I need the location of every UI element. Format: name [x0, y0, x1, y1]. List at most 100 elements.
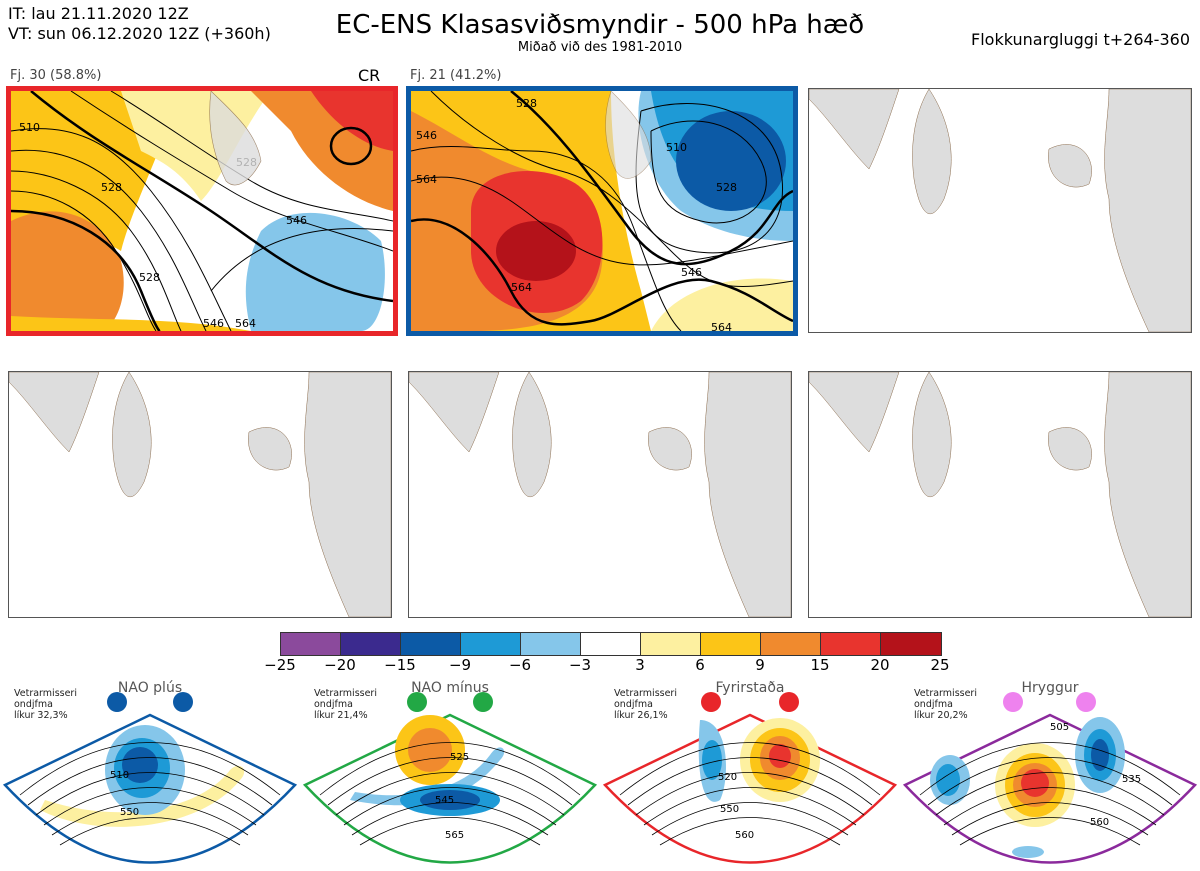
colorbar-label: −3 [568, 656, 592, 674]
regime-contour-label: 535 [1122, 774, 1141, 785]
page-subtitle: Miðað við des 1981-2010 [517, 40, 683, 55]
regime-marker-dot [701, 692, 721, 712]
regime-nao-plus: NAO plús Vetrarmisseri ondjfma líkur 32,… [0, 680, 300, 871]
note-line: ondjfma [14, 699, 53, 710]
colorbar-swatch [641, 633, 701, 655]
panel-2-contour-label: 546 [681, 266, 702, 279]
colorbar-label: −6 [508, 656, 532, 674]
panel-2-contour-label: 510 [666, 141, 687, 154]
cluster-map-2: 528 546 564 510 528 546 564 564 [411, 91, 793, 331]
colorbar-swatch [701, 633, 761, 655]
panel-2-contour-label: 528 [716, 181, 737, 194]
colorbar-swatch [581, 633, 641, 655]
empty-panel-5 [408, 371, 792, 618]
colorbar-label: −25 [264, 656, 296, 674]
panel-1-tag: CR [358, 66, 381, 85]
panel-1-contour-label: 546 [203, 317, 224, 330]
regime-name: NAO plús [117, 680, 183, 696]
note-line: líkur 26,1% [614, 710, 668, 721]
colorbar-swatch [521, 633, 581, 655]
colorbar-label: 9 [755, 656, 765, 674]
colorbar-label: 20 [870, 656, 890, 674]
regime-map: 525 545 565 [302, 713, 598, 864]
panel-2-contour-label: 564 [511, 281, 532, 294]
note-line: Vetrarmisseri [314, 688, 377, 699]
note-line: líkur 32,3% [14, 710, 68, 721]
regime-contour-label: 525 [450, 752, 469, 763]
empty-map-4 [9, 372, 391, 617]
panel-1-contour-label: 528 [101, 181, 122, 194]
valid-time: VT: sun 06.12.2020 12Z (+360h) [8, 24, 271, 43]
regime-map: 505 535 560 [902, 713, 1198, 864]
colorbar-label: −9 [448, 656, 472, 674]
empty-map-5 [409, 372, 791, 617]
cluster-map-1: 510 528 528 528 546 546 564 [11, 91, 393, 331]
colorbar-swatch [461, 633, 521, 655]
note-line: Vetrarmisseri [614, 688, 677, 699]
regime-contour-label: 510 [110, 770, 129, 781]
regime-note: Vetrarmisseri ondjfma líkur 32,3% [14, 688, 77, 721]
classification-window: Flokkunargluggi t+264-360 [971, 30, 1190, 49]
colorbar-label: 25 [930, 656, 950, 674]
empty-map-6 [809, 372, 1191, 617]
header-info: IT: lau 21.11.2020 12Z VT: sun 06.12.202… [8, 4, 271, 44]
colorbar-label: 3 [635, 656, 645, 674]
note-line: líkur 20,2% [914, 710, 968, 721]
regime-hryggur: Hryggur Vetrarmisseri ondjfma líkur 20,2… [900, 680, 1200, 871]
empty-panel-6 [808, 371, 1192, 618]
panel-1-title: Fj. 30 (58.8%) [10, 68, 102, 83]
regime-marker-dot [779, 692, 799, 712]
panel-2-contour-label: 546 [416, 129, 437, 142]
cluster-panel-1: 510 528 528 528 546 546 564 [6, 86, 398, 336]
empty-panel-3 [808, 88, 1192, 333]
panel-2-contour-label: 564 [711, 321, 732, 331]
panel-2-title: Fj. 21 (41.2%) [410, 68, 502, 83]
regime-marker-dot [173, 692, 193, 712]
colorbar-label: −20 [324, 656, 356, 674]
page-title: EC-ENS Klasasviðsmyndir - 500 hPa hæð [335, 10, 865, 40]
panel-2-contour-label: 528 [516, 97, 537, 110]
regime-contour-label: 565 [445, 830, 464, 841]
note-line: Vetrarmisseri [14, 688, 77, 699]
colorbar-swatch [341, 633, 401, 655]
note-line: líkur 21,4% [314, 710, 368, 721]
init-time: IT: lau 21.11.2020 12Z [8, 4, 189, 23]
regime-contour-label: 560 [1090, 817, 1109, 828]
regime-marker-dot [407, 692, 427, 712]
colorbar-label: −15 [384, 656, 416, 674]
regime-contour-label: 505 [1050, 722, 1069, 733]
regime-marker-dot [473, 692, 493, 712]
regime-note: Vetrarmisseri ondjfma líkur 20,2% [914, 688, 977, 721]
colorbar-swatch [761, 633, 821, 655]
regime-contour-label: 550 [720, 804, 739, 815]
colorbar [280, 632, 942, 656]
regime-marker-dot [107, 692, 127, 712]
regime-contour-label: 520 [718, 772, 737, 783]
note-line: ondjfma [614, 699, 653, 710]
regime-contour-label: 560 [735, 830, 754, 841]
panel-1-contour-label: 546 [286, 214, 307, 227]
empty-map-3 [809, 89, 1191, 332]
panel-1-contour-label: 564 [235, 317, 256, 330]
panel-1-contour-label: 528 [139, 271, 160, 284]
colorbar-label: 15 [810, 656, 830, 674]
regime-marker-dot [1076, 692, 1096, 712]
colorbar-swatch [821, 633, 881, 655]
note-line: Vetrarmisseri [914, 688, 977, 699]
note-line: ondjfma [314, 699, 353, 710]
panel-2-contour-label: 564 [416, 173, 437, 186]
note-line: ondjfma [914, 699, 953, 710]
regime-note: Vetrarmisseri ondjfma líkur 21,4% [314, 688, 377, 721]
regime-contour-label: 545 [435, 795, 454, 806]
regime-name: NAO mínus [411, 680, 489, 696]
panel-1-contour-label: 510 [19, 121, 40, 134]
regime-nao-minus: NAO mínus Vetrarmisseri ondjfma líkur 21… [300, 680, 600, 871]
colorbar-swatch [881, 633, 941, 655]
cluster-panel-2: 528 546 564 510 528 546 564 564 [406, 86, 798, 336]
regime-contour-label: 550 [120, 807, 139, 818]
regime-name: Hryggur [1021, 680, 1079, 696]
regime-note: Vetrarmisseri ondjfma líkur 26,1% [614, 688, 677, 721]
regime-fyrirstada: Fyrirstaða Vetrarmisseri ondjfma líkur 2… [600, 680, 900, 871]
regime-map: 520 550 560 [602, 713, 898, 864]
colorbar-swatch [281, 633, 341, 655]
